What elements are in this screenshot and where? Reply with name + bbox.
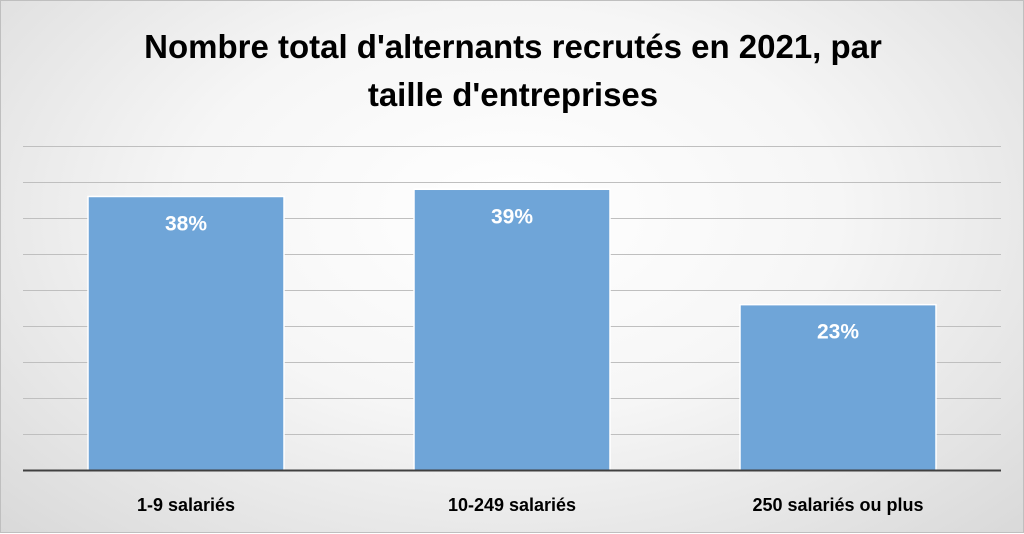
category-tick-labels: 1-9 salariés 10-249 salariés 250 salariés … (137, 495, 924, 515)
data-labels: 38% 39% 23% (165, 205, 859, 343)
category-label-3: 250 salariés ou plus (752, 495, 923, 515)
bar-2 (413, 188, 611, 472)
data-label-3: 23% (817, 321, 859, 344)
category-label-2: 10-249 salariés (448, 495, 576, 515)
data-label-1: 38% (165, 212, 207, 235)
chart-title: Nombre total d'alternants recrutés en 20… (1, 23, 1024, 119)
bar-3 (739, 303, 937, 472)
data-label-2: 39% (491, 205, 533, 228)
bar-1 (87, 195, 285, 472)
category-label-1: 1-9 salariés (137, 495, 235, 515)
chart-title-line-1: Nombre total d'alternants recrutés en 20… (144, 28, 882, 65)
bars (87, 188, 937, 472)
chart-title-line-2: taille d'entreprises (367, 76, 659, 113)
